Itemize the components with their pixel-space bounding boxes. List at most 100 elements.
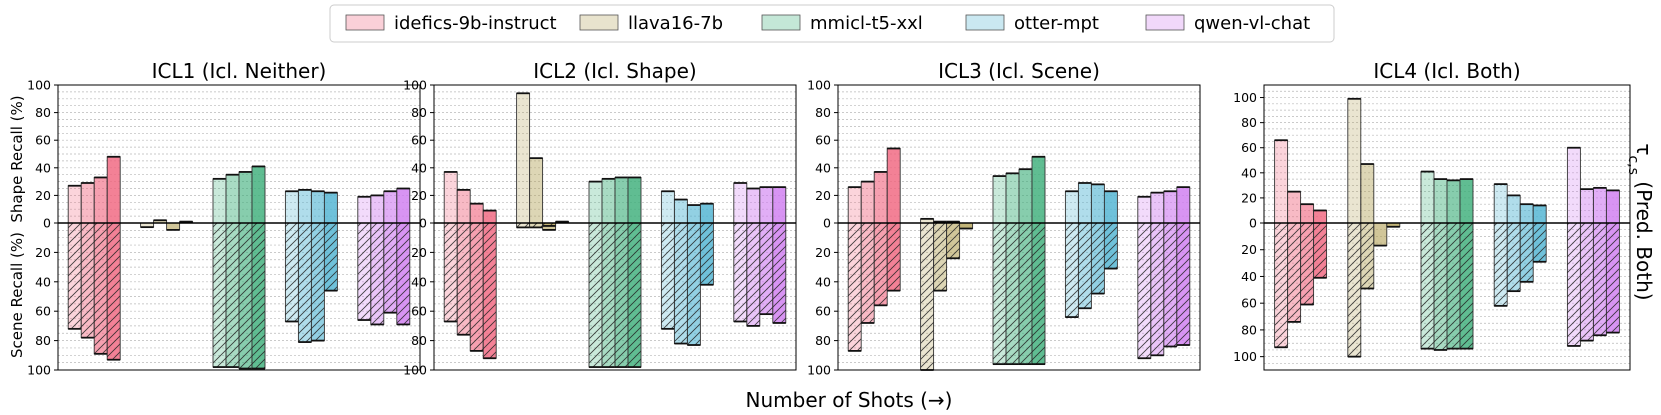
bar-scene-hatch <box>383 223 397 313</box>
bar-scene-hatch <box>700 223 714 285</box>
y-tick-label: 20 <box>815 188 831 203</box>
bar-shape-recall <box>1579 188 1594 224</box>
bar-scene-hatch <box>628 223 641 368</box>
y-tick-label: 20 <box>815 245 831 260</box>
bar-shape-recall <box>225 174 240 224</box>
panel-title: ICL4 (Icl. Both) <box>1373 59 1520 83</box>
bar-shape-recall <box>284 190 299 224</box>
bar-shape-recall <box>1064 190 1079 224</box>
chart-panel: 100 80 60 40 20 0 20 40 60 80 100 ICL4 (Icl. Both) <box>1233 59 1631 371</box>
upper-y-axis-label: Shape Recall (%) <box>8 95 26 222</box>
bar-scene-hatch <box>226 223 239 368</box>
bar-scene-hatch <box>542 223 556 226</box>
legend-entry: qwen-vl-chat <box>1145 13 1310 34</box>
bar-shape-recall <box>1493 183 1508 224</box>
y-tick-label: 80 <box>35 105 51 120</box>
y-tick-label: 0 <box>43 216 51 231</box>
bar-shape-recall <box>1446 179 1461 224</box>
bar-scene-hatch <box>1287 223 1301 322</box>
x-axis-label: Number of Shots (→) <box>746 388 953 412</box>
bar-shape-recall <box>1300 203 1315 224</box>
bar-scene-hatch <box>674 223 688 344</box>
y-tick-label: 20 <box>35 188 51 203</box>
legend-label: otter-mpt <box>1014 13 1099 34</box>
plot-frame <box>837 84 1201 371</box>
y-tick-label: 100 <box>27 363 51 378</box>
legend: idefics-9b-instruct llava16-7b mmicl-t5-xx… <box>329 4 1335 43</box>
y-tick-label: 80 <box>411 105 427 120</box>
legend-swatch <box>1145 14 1185 31</box>
bar-shape-recall <box>1433 178 1448 224</box>
y-tick-label: 20 <box>35 245 51 260</box>
bar-scene-hatch <box>1091 223 1105 294</box>
chart-panel: 100 80 60 40 20 0 20 40 60 80 100 ICL3 (Icl. Scene) <box>807 59 1201 378</box>
legend-entry: llava16-7b <box>579 13 723 34</box>
panel-title: ICL1 (Icl. Neither) <box>152 59 327 83</box>
bar-scene-hatch <box>772 223 786 323</box>
bar-scene-hatch <box>933 223 947 291</box>
bar-scene-hatch <box>529 223 543 228</box>
bar-scene-hatch <box>81 223 95 338</box>
plot-frame <box>433 84 797 371</box>
bar-shape-recall <box>469 203 484 224</box>
bar-shape-recall <box>772 186 787 224</box>
y-tick-label: 60 <box>815 133 831 148</box>
bar-shape-recall <box>660 190 675 224</box>
bar-scene-hatch <box>357 223 371 321</box>
bar-scene-hatch <box>252 223 265 369</box>
y-tick-label: 100 <box>403 363 427 378</box>
bar-shape-recall <box>614 177 629 224</box>
bar-scene-hatch <box>661 223 675 329</box>
chart-panel: 100 80 60 40 20 0 20 40 60 80 100 ICL1 (Icl. Neithe… <box>27 59 421 378</box>
bar-scene-hatch <box>1006 223 1019 365</box>
bar-shape-recall <box>212 178 227 224</box>
y-tick-label: 20 <box>1241 242 1257 257</box>
bar-scene-hatch <box>1150 223 1164 356</box>
bar-scene-hatch <box>1533 223 1547 262</box>
y-tick-label: 100 <box>27 78 51 93</box>
bar-shape-recall <box>396 188 411 224</box>
bar-scene-hatch <box>1580 223 1594 341</box>
bar-scene-hatch <box>107 223 121 360</box>
legend-swatch <box>965 14 1005 31</box>
bar-shape-recall <box>1360 163 1375 224</box>
bar-shape-recall <box>1287 191 1302 224</box>
bar-shape-recall <box>1420 171 1435 224</box>
bar-shape-recall <box>529 157 544 224</box>
bar-scene-hatch <box>1065 223 1079 318</box>
bar-scene-hatch <box>848 223 862 351</box>
bar-shape-recall <box>601 178 616 224</box>
plot-frame <box>1263 84 1631 371</box>
bar-shape-recall <box>759 186 774 224</box>
bar-shape-recall <box>1005 172 1020 224</box>
bar-shape-recall <box>1532 204 1547 224</box>
bar-shape-recall <box>1605 189 1620 224</box>
bar-scene-hatch <box>733 223 747 322</box>
y-tick-label: 100 <box>807 363 831 378</box>
bar-scene-hatch <box>1032 223 1045 365</box>
y-tick-label: 40 <box>1241 165 1257 180</box>
bar-scene-hatch <box>687 223 701 346</box>
y-tick-label: 80 <box>815 333 831 348</box>
y-tick-label: 20 <box>411 245 427 260</box>
legend-entry: mmicl-t5-xxl <box>761 13 923 34</box>
bar-shape-recall <box>443 171 458 224</box>
y-tick-label: 80 <box>35 333 51 348</box>
bar-shape-recall <box>106 156 121 224</box>
bar-shape-recall <box>166 222 181 231</box>
bar-scene-hatch <box>1494 223 1508 306</box>
bar-scene-hatch <box>1347 223 1361 357</box>
bar-scene-hatch <box>396 223 410 325</box>
y-tick-label: 100 <box>1233 90 1257 105</box>
bar-scene-hatch <box>1606 223 1620 333</box>
right-side-label: τc,s (Pred. Both) <box>1625 143 1656 300</box>
bar-scene-hatch <box>1163 223 1177 347</box>
bar-shape-recall <box>1313 210 1328 224</box>
bar-scene-hatch <box>483 223 497 359</box>
bar-shape-recall <box>1090 183 1105 224</box>
bar-scene-hatch <box>516 223 530 228</box>
bar-shape-recall <box>1459 178 1474 224</box>
bar-scene-hatch <box>470 223 484 351</box>
legend-label: llava16-7b <box>628 13 723 34</box>
